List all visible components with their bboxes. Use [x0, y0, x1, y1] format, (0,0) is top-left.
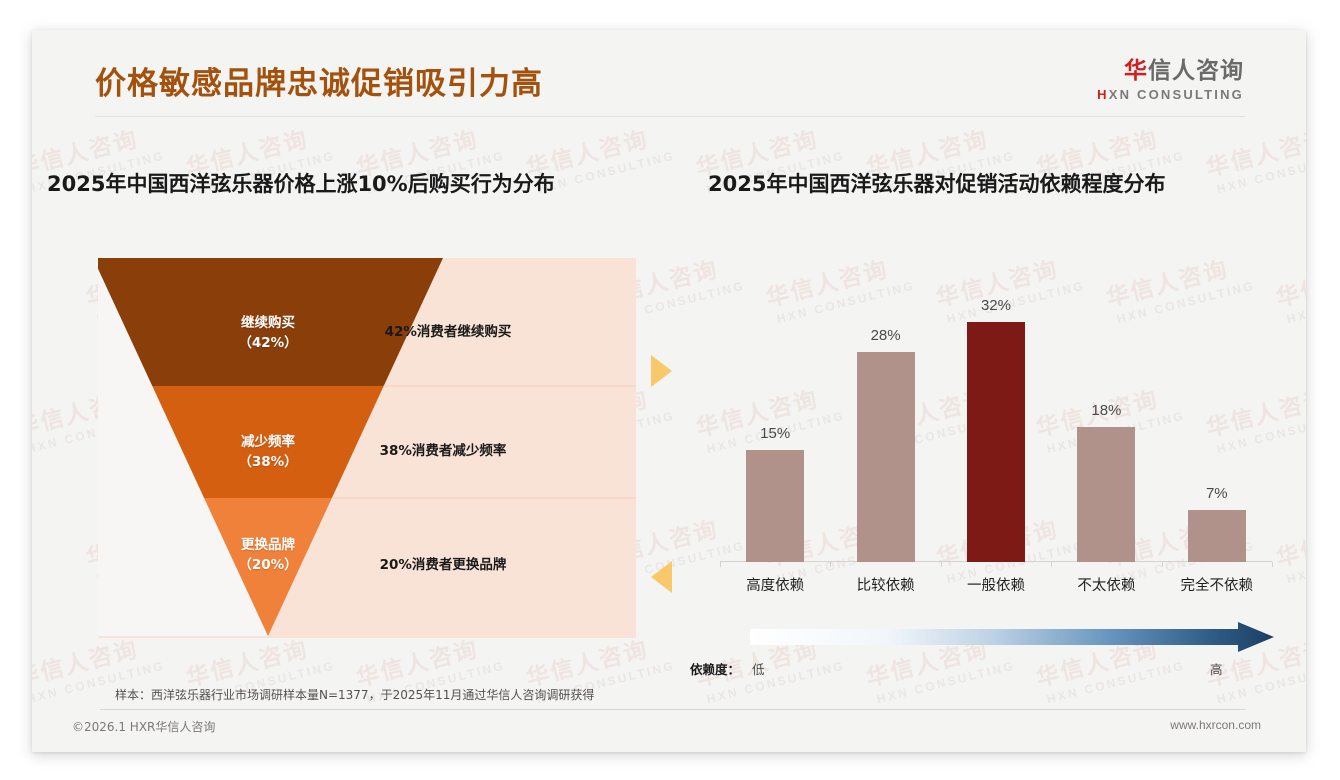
funnel-chart: 继续购买 （42%） 减少频率 （38%） 更换品牌 （20%） 42%消费者继续购买… [98, 258, 636, 638]
right-chart-title: 2025年中国西洋弦乐器对促销活动依赖程度分布 [708, 172, 1166, 196]
bar-value-label-0: 15% [760, 424, 791, 442]
bar-3[interactable] [1077, 427, 1136, 562]
bar-4[interactable] [1187, 509, 1246, 562]
funnel-left-gap [98, 258, 268, 636]
bar-plot-area: 15% 28% 32% 18% 7% 高度依赖 比较依赖 一般依赖 不太依赖 完全不依赖 [720, 292, 1273, 594]
logo-english-accent: H [1097, 87, 1109, 103]
bar-category-label-0: 高度依赖 [746, 578, 805, 594]
bar-slot: 7% [1162, 292, 1272, 562]
funnel-stage-note-0: 42%消费者继续购买 [384, 324, 512, 340]
x-axis-tick-end-1 [1272, 562, 1273, 567]
bar-2[interactable] [966, 322, 1025, 562]
x-axis-tick-1 [830, 562, 832, 567]
page-title: 价格敏感品牌忠诚促销吸引力高 [95, 66, 543, 102]
left-chart-title: 2025年中国西洋弦乐器价格上涨10%后购买行为分布 [47, 172, 555, 196]
x-axis-tick-2 [940, 562, 942, 567]
website-url: www.hxrcon.com [1170, 718, 1261, 732]
bar-slot: 32% [941, 292, 1051, 562]
funnel-segment-0 [98, 258, 443, 386]
bar-chart: 15% 28% 32% 18% 7% 高度依赖 比较依赖 一般依赖 不太依赖 完全不依赖 [690, 292, 1286, 594]
legend-title: 依赖度： [690, 662, 741, 677]
legend-gradient-arrow [750, 622, 1274, 656]
bar-category-label-3: 不太依赖 [1077, 578, 1136, 594]
triangle-right-icon [651, 355, 672, 387]
bar-category-label-4: 完全不依赖 [1180, 578, 1254, 594]
bar-value-label-1: 28% [870, 327, 901, 344]
logo-english: HXN CONSULTING [1097, 87, 1244, 102]
x-axis-tick-3 [1051, 562, 1053, 567]
logo-chinese: 华信人咨询 [1097, 58, 1244, 84]
bar-value-label-2: 32% [980, 297, 1011, 314]
logo-chinese-accent: 华 [1124, 58, 1148, 84]
bar-slot: 28% [830, 292, 940, 562]
header-divider [95, 116, 1245, 117]
funnel-stage-note-2: 20%消费者更换品牌 [379, 557, 507, 573]
funnel-segment-1 [152, 386, 384, 498]
copyright-text: ©2026.1 HXR华信人咨询 [72, 720, 216, 734]
x-axis-tick-end-0 [720, 562, 721, 567]
bar-0[interactable] [746, 449, 805, 562]
funnel-segment-2 [204, 498, 332, 636]
funnel-svg [98, 258, 636, 638]
x-axis-tick-4 [1161, 562, 1163, 567]
logo-english-rest: XN CONSULTING [1108, 87, 1244, 103]
bar-slot: 18% [1051, 292, 1161, 562]
bar-value-label-3: 18% [1091, 402, 1122, 419]
bar-category-label-2: 一般依赖 [966, 578, 1025, 594]
footer-divider [100, 709, 1245, 710]
slide-card: 华信人咨询 HXN CONSULTING 华信人咨询 HXN CONSULTING 华信… [32, 30, 1306, 752]
bar-category-label-1: 比较依赖 [856, 578, 915, 594]
bar-1[interactable] [856, 352, 915, 562]
dependency-legend: 依赖度： 低 高 [690, 622, 1286, 680]
slide-header: 价格敏感品牌忠诚促销吸引力高 华信人咨询 HXN CONSULTING [32, 30, 1306, 117]
legend-low-label: 低 [752, 662, 765, 677]
company-logo: 华信人咨询 HXN CONSULTING [1097, 58, 1244, 102]
logo-chinese-rest: 信人咨询 [1148, 58, 1244, 84]
source-note: 样本：西洋弦乐器行业市场调研样本量N=1377，于2025年11月通过华信人咨询… [115, 688, 595, 702]
triangle-left-icon [651, 561, 672, 593]
slide-footer: ©2026.1 HXR华信人咨询 www.hxrcon.com [32, 718, 1306, 738]
funnel-stage-note-1: 38%消费者减少频率 [379, 443, 507, 459]
legend-high-label: 高 [1210, 662, 1223, 677]
bar-value-label-4: 7% [1205, 484, 1228, 502]
bar-slot: 15% [720, 292, 830, 562]
legend-arrow-svg [750, 622, 1274, 652]
